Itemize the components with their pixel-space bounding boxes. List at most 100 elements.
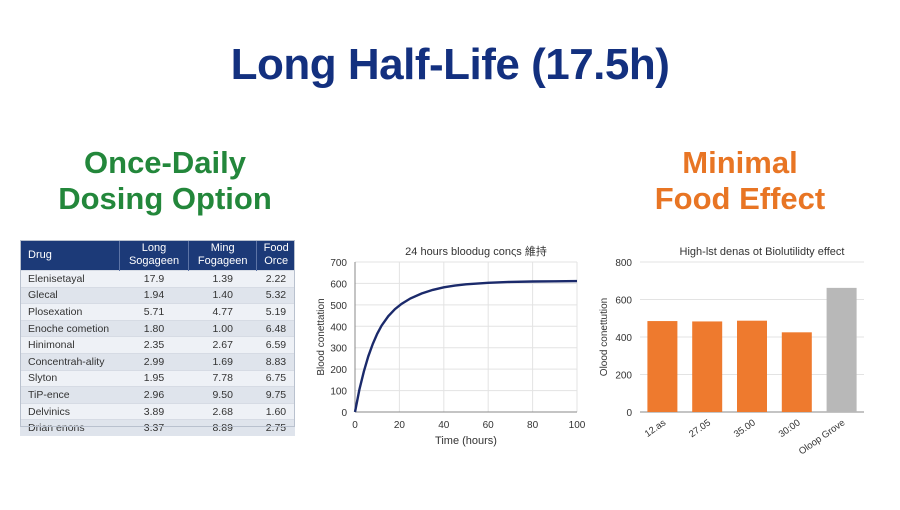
x-tick-label: 12.as — [643, 417, 669, 439]
y-tick-label: 500 — [330, 301, 347, 312]
food-effect-heading-line1: Minimal — [682, 145, 798, 180]
bar-1 — [692, 321, 723, 412]
table-cell-drug: Glecal — [20, 286, 120, 304]
table-cell-value: 9.50 — [188, 386, 257, 404]
x-tick-label: 100 — [569, 420, 585, 431]
once-daily-heading: Once-Daily Dosing Option — [20, 145, 310, 217]
table-cell-drug: Hinimonal — [20, 336, 120, 354]
table-row: TiP-ence 2.96 9.50 9.75 — [20, 386, 295, 404]
x-tick-label: 35.00 — [732, 417, 758, 440]
y-tick-label: 300 — [330, 344, 347, 355]
y-tick-label: 200 — [330, 365, 347, 376]
table-row: Elenisetayal 17.9 1.39 2.22 — [20, 270, 295, 288]
table-row: Enoche cometion 1.80 1.00 6.48 — [20, 319, 295, 337]
table-header-line1: Drug — [28, 248, 52, 261]
table-cell-value: 5.32 — [256, 286, 295, 304]
concentration-curve — [353, 279, 578, 413]
table-row: Delvinics 3.89 2.68 1.60 — [20, 402, 295, 420]
x-axis-label: Time (hours) — [435, 435, 497, 447]
table-cell-value: 6.59 — [256, 336, 295, 354]
y-tick-label: 700 — [330, 258, 347, 269]
line-chart-svg: 24 hours bloodug conςs 維持010020030040050… — [316, 244, 586, 447]
table-header-line1: Long — [141, 242, 167, 254]
table-header-row: Drug Long Sogageen Ming Fogageen Food Orce — [20, 240, 295, 271]
y-tick-label: 400 — [615, 333, 632, 344]
bar-2 — [737, 320, 767, 412]
bar-4 — [826, 287, 857, 412]
table-row: Slyton 1.95 7.78 6.75 — [20, 369, 295, 387]
y-tick-label: 800 — [615, 258, 632, 269]
concentration-line-chart: 24 hours bloodug conςs 維持 0 100 200 300 400 50… — [315, 240, 586, 450]
food-effect-heading: Minimal Food Effect — [595, 145, 885, 217]
bar-0 — [647, 321, 678, 412]
food-effect-bar-chart: High-lst denas ot Biolutilidty effect 0 20… — [598, 240, 876, 470]
bar-chart-svg: High-lst denas ot Biolutilidty effect 0 20… — [599, 246, 864, 457]
table-header-2: Ming Fogageen — [188, 240, 257, 271]
table-cell-drug: Delvinics — [20, 402, 120, 420]
table-cell-drug: Concentrah-ality — [20, 352, 120, 371]
x-tick-label: 30:00 — [777, 417, 803, 440]
table-cell-value: 7.78 — [188, 369, 257, 387]
table-cell-value: 2.75 — [256, 419, 295, 436]
x-tick-label: 0 — [352, 420, 358, 431]
table-cell-value: 1.40 — [188, 286, 257, 304]
table-cell-value: 8.89 — [188, 419, 257, 436]
x-tick-label: 27.05 — [687, 417, 713, 440]
y-tick-label: 200 — [615, 371, 632, 382]
table-header-3: Food Orce — [256, 240, 295, 271]
x-tick-label: Oloop Grove — [797, 417, 847, 457]
chart-title: High-lst denas ot Biolutilidty effect — [680, 246, 845, 258]
y-axis-label: Blood conettation — [316, 298, 327, 375]
table-cell-value: 2.22 — [256, 270, 295, 288]
table-header-line2: Orce — [264, 255, 289, 267]
table-cell-value: 1.94 — [119, 286, 189, 304]
table-cell-drug: Plosexation — [20, 303, 120, 321]
table-cell-value: 2.96 — [119, 386, 189, 404]
table-cell-value: 1.69 — [188, 352, 257, 371]
y-tick-label: 0 — [341, 408, 347, 419]
drug-comparison-table: Drug Long Sogageen Ming Fogageen Food Orce Ele… — [20, 240, 295, 436]
y-tick-label: 400 — [330, 322, 347, 333]
table-row: Concentrah-ality 2.99 1.69 8.83 — [20, 352, 295, 371]
table-cell-drug: Enoche cometion — [20, 319, 120, 337]
table-cell-value: 1.95 — [119, 369, 189, 387]
y-tick-label: 600 — [615, 296, 632, 307]
table-cell-value: 3.89 — [119, 402, 189, 420]
table-header-line1: Ming — [210, 242, 235, 254]
page-title: Long Half-Life (17.5h) — [230, 40, 670, 89]
table-cell-value: 4.77 — [188, 303, 257, 321]
table-cell-value: 1.80 — [119, 319, 189, 337]
y-tick-label: 0 — [626, 408, 632, 419]
x-tick-label: 80 — [527, 420, 539, 431]
table-cell-value: 1.39 — [188, 270, 257, 288]
table-header-line1: Food — [263, 242, 289, 254]
food-effect-heading-line2: Food Effect — [654, 181, 826, 216]
table-cell-drug: Drian enons — [20, 419, 120, 436]
table-cell-drug: TiP-ence — [20, 386, 120, 404]
table-row: Plosexation 5.71 4.77 5.19 — [20, 303, 295, 321]
table-body: Elenisetayal 17.9 1.39 2.22 Glecal 1.94 1.40 5.… — [20, 270, 295, 436]
x-tick-label: 20 — [394, 420, 406, 431]
table-row: Glecal 1.94 1.40 5.32 — [20, 286, 295, 304]
chart-title: 24 hours bloodug conςs 維持 — [405, 244, 547, 258]
table-cell-value: 2.67 — [188, 336, 257, 354]
table-cell-value: 2.68 — [188, 402, 257, 420]
bar-3 — [781, 332, 812, 412]
table-cell-value: 6.75 — [256, 369, 295, 387]
y-axis-label: Olood conettution — [599, 298, 610, 376]
table-cell-value: 5.71 — [119, 303, 189, 321]
table-cell-value: 17.9 — [119, 270, 189, 288]
table-cell-value: 3.37 — [119, 419, 189, 436]
once-daily-heading-line1: Once-Daily — [84, 145, 246, 180]
table-cell-value: 8.83 — [256, 352, 295, 371]
table-cell-value: 9.75 — [256, 386, 295, 404]
x-tick-label: 40 — [438, 420, 450, 431]
once-daily-heading-line2: Dosing Option — [58, 181, 272, 216]
table-header-1: Long Sogageen — [118, 240, 189, 271]
y-tick-label: 600 — [330, 279, 347, 290]
table-cell-value: 2.99 — [119, 352, 189, 371]
y-tick-label: 100 — [330, 387, 347, 398]
table-cell-drug: Slyton — [20, 369, 120, 387]
table-cell-value: 2.35 — [119, 336, 189, 354]
table-header-line2: Sogageen — [128, 255, 180, 267]
